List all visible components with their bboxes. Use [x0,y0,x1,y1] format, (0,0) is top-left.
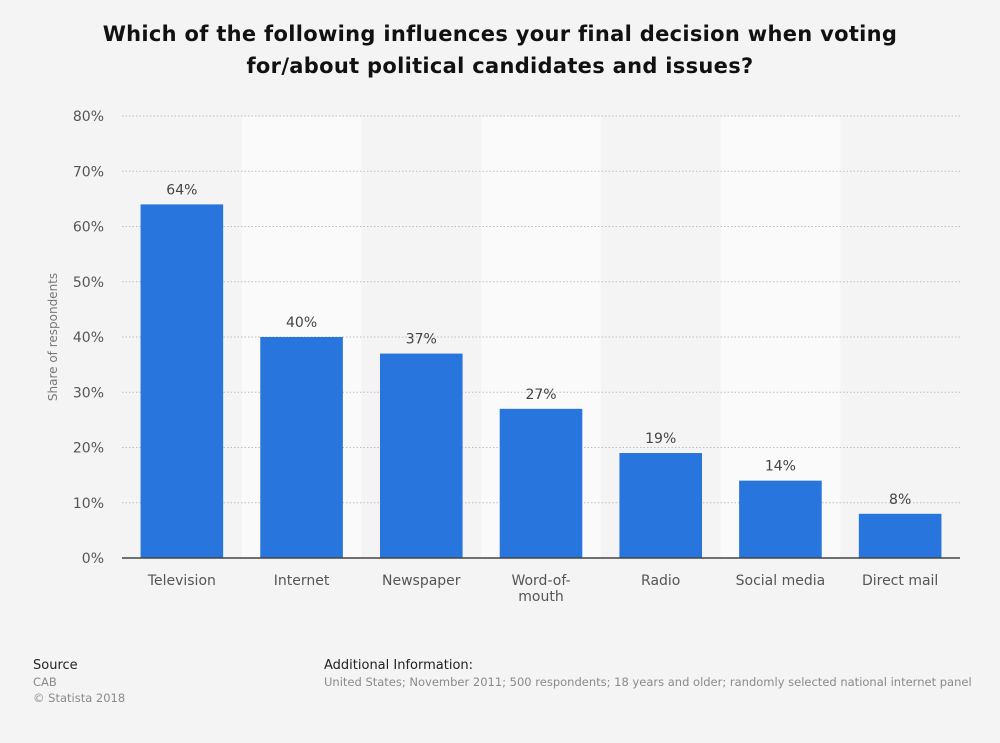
y-tick-label: 50% [73,275,104,291]
y-tick-label: 70% [73,164,104,180]
data-label: 64% [166,182,197,198]
y-tick-label: 60% [73,220,104,236]
data-label: 37% [406,332,437,348]
chart-title: Which of the following influences your f… [60,18,940,82]
y-tick-label: 80% [73,109,104,125]
source-section: Source CAB © Statista 2018 [33,658,125,706]
x-tick-label: Radio [641,573,680,589]
y-tick-label: 40% [73,330,104,346]
bars [140,204,942,558]
data-label: 8% [889,492,911,508]
x-tick-label: Word-of- [511,573,570,589]
y-axis-title: Share of respondents [46,273,60,401]
x-tick-label: Internet [274,573,330,589]
x-tick-label: Direct mail [862,573,938,589]
bar [379,353,463,558]
x-tick-label: mouth [518,589,563,605]
copyright-text: © Statista 2018 [33,691,126,705]
bar [619,453,703,558]
x-axis-ticks: Television Internet Newspaper Word-of-mouth… [147,573,939,605]
y-tick-label: 20% [73,441,104,457]
x-tick-label: Social media [736,573,826,589]
data-labels: 64% 40% 37% 27% 19% 14% 8% [166,182,911,507]
x-tick-label: Newspaper [382,573,461,589]
y-tick-label: 0% [82,551,104,567]
source-name: CAB [33,675,57,689]
y-tick-label: 10% [73,496,104,512]
data-label: 14% [765,459,796,475]
additional-info-heading: Additional Information: [324,658,474,673]
data-label: 27% [525,387,556,403]
data-label: 40% [286,315,317,331]
x-tick-label: Television [147,573,216,589]
source-heading: Source [33,658,78,673]
additional-info-section: Additional Information: United States; N… [324,658,1000,690]
additional-info-text: United States; November 2011; 500 respon… [324,675,972,689]
bar [260,337,343,558]
y-axis-ticks: 0% 10% 20% 30% 40% 50% 60% 70% 80% [73,109,104,567]
chart-title-line-2: for/about political candidates and issue… [246,54,754,78]
bar [499,408,583,558]
y-tick-label: 30% [73,385,104,401]
bar [858,513,942,558]
bar [140,204,224,558]
chart-title-line-1: Which of the following influences your f… [102,22,898,46]
bar [739,480,822,558]
data-label: 19% [645,431,676,447]
